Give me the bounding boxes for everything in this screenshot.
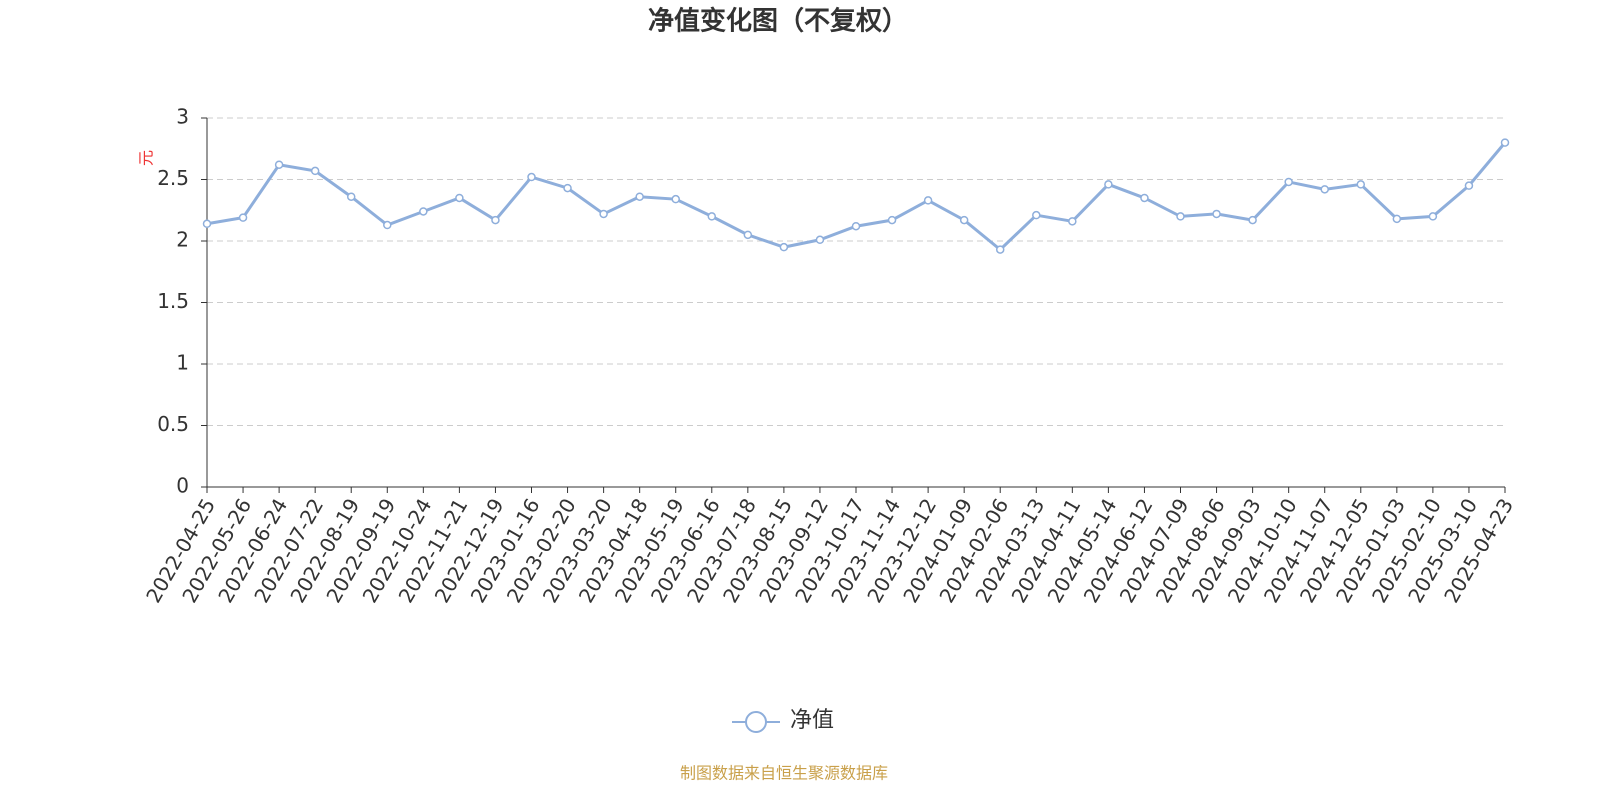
data-point (383, 220, 392, 230)
y-tick-label: 0 (176, 474, 189, 498)
legend-marker (745, 711, 767, 733)
data-line (206, 141, 1507, 252)
chart-title: 净值变化图（不复权） (648, 6, 908, 37)
data-point (599, 209, 608, 219)
data-point (1320, 185, 1329, 194)
data-point (779, 242, 789, 252)
y-tick-label: 1.5 (157, 289, 189, 313)
data-point (815, 235, 825, 245)
y-tick-label: 0.5 (157, 412, 189, 436)
y-axis-label: 元 (137, 150, 156, 166)
data-point (959, 215, 969, 225)
source-note: 制图数据来自恒生聚源数据库 (680, 764, 888, 783)
data-point (887, 215, 897, 225)
data-point (527, 172, 536, 182)
data-point (671, 194, 680, 204)
data-point (1068, 217, 1077, 226)
data-point (995, 245, 1005, 254)
legend-label: 净值 (790, 708, 834, 733)
data-point (1248, 215, 1257, 225)
data-point (455, 193, 464, 203)
y-tick-label: 3 (176, 105, 189, 129)
data-point (1392, 214, 1402, 224)
data-point (1212, 209, 1221, 219)
data-point (743, 230, 753, 240)
data-point (1104, 180, 1113, 189)
data-point (1428, 212, 1438, 221)
data-point (563, 183, 572, 193)
data-point (238, 213, 248, 222)
data-point (1284, 177, 1293, 187)
data-point (1032, 210, 1041, 220)
data-point (1356, 180, 1366, 189)
data-point (1140, 193, 1149, 203)
data-point (274, 160, 284, 169)
data-point (851, 221, 861, 231)
y-tick-label: 2 (176, 228, 189, 252)
data-point (491, 215, 500, 225)
data-point (310, 166, 320, 176)
data-point (1464, 181, 1474, 190)
data-point (923, 196, 933, 205)
y-tick-label: 2.5 (157, 166, 189, 190)
y-tick-label: 1 (176, 351, 189, 375)
data-point (1176, 212, 1185, 221)
data-point (1500, 138, 1510, 147)
data-point (202, 219, 212, 229)
data-point (419, 207, 428, 216)
data-point (346, 192, 356, 201)
data-point (635, 192, 644, 201)
data-point (707, 212, 717, 221)
